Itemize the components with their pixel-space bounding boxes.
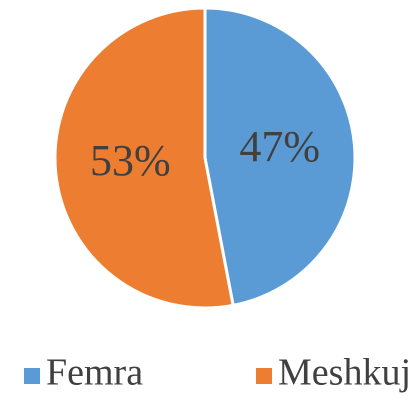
pie-slice [203,6,357,308]
data-label: 47% [239,122,320,171]
legend-swatch [24,368,40,384]
legend-swatch [256,368,272,384]
data-label: 53% [90,136,171,185]
legend-label: Femra [46,352,143,394]
pie-slice [53,6,235,310]
legend-label: Meshkuj [278,352,411,394]
